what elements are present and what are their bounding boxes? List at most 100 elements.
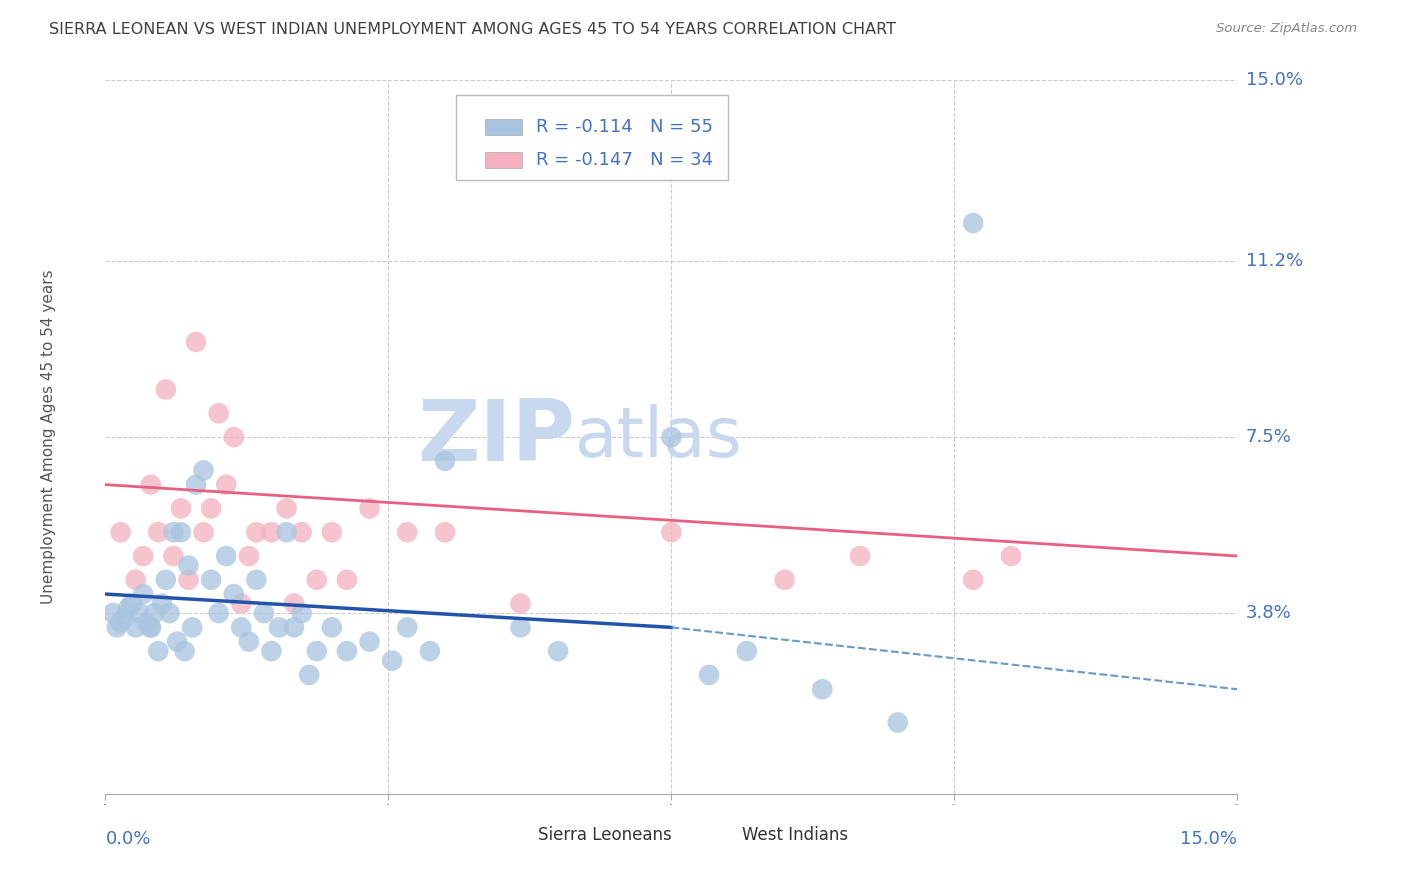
Point bbox=[159, 606, 181, 620]
Point bbox=[962, 573, 984, 587]
Point bbox=[260, 644, 283, 658]
Point bbox=[283, 597, 305, 611]
Point bbox=[215, 477, 238, 491]
Point bbox=[419, 644, 441, 658]
Point bbox=[215, 549, 238, 563]
Text: ZIP: ZIP bbox=[418, 395, 575, 479]
Point bbox=[105, 620, 128, 634]
Point bbox=[1000, 549, 1022, 563]
FancyBboxPatch shape bbox=[485, 119, 522, 135]
Point bbox=[811, 682, 834, 697]
Point bbox=[162, 549, 184, 563]
Point bbox=[253, 606, 276, 620]
Point bbox=[305, 644, 328, 658]
Text: Source: ZipAtlas.com: Source: ZipAtlas.com bbox=[1216, 22, 1357, 36]
Point bbox=[132, 587, 155, 601]
Point bbox=[200, 501, 222, 516]
Point bbox=[291, 606, 314, 620]
Point bbox=[849, 549, 872, 563]
Point bbox=[208, 606, 231, 620]
Text: R = -0.147   N = 34: R = -0.147 N = 34 bbox=[536, 152, 713, 169]
Point bbox=[177, 558, 200, 573]
Point bbox=[305, 573, 328, 587]
Point bbox=[148, 525, 170, 540]
Point bbox=[222, 587, 245, 601]
Point bbox=[136, 615, 159, 630]
Point bbox=[321, 525, 343, 540]
Point bbox=[184, 477, 207, 491]
Point bbox=[110, 615, 132, 630]
Text: West Indians: West Indians bbox=[741, 826, 848, 844]
Point bbox=[260, 525, 283, 540]
Point bbox=[321, 620, 343, 634]
Point bbox=[773, 573, 796, 587]
Point bbox=[291, 525, 314, 540]
Point bbox=[124, 573, 146, 587]
Point bbox=[193, 525, 215, 540]
Point bbox=[661, 430, 683, 444]
Point bbox=[139, 477, 162, 491]
Point bbox=[381, 654, 404, 668]
Text: 11.2%: 11.2% bbox=[1246, 252, 1303, 270]
Point bbox=[170, 525, 193, 540]
Point bbox=[267, 620, 290, 634]
Point bbox=[396, 620, 419, 634]
Point bbox=[155, 383, 177, 397]
FancyBboxPatch shape bbox=[457, 95, 728, 180]
Point bbox=[231, 620, 253, 634]
Point bbox=[396, 525, 419, 540]
Point bbox=[132, 549, 155, 563]
Point bbox=[155, 573, 177, 587]
Text: atlas: atlas bbox=[575, 403, 742, 471]
Point bbox=[509, 620, 531, 634]
FancyBboxPatch shape bbox=[485, 153, 522, 168]
Text: 15.0%: 15.0% bbox=[1180, 830, 1237, 847]
Point bbox=[170, 501, 193, 516]
Point bbox=[697, 668, 720, 682]
Point bbox=[184, 334, 207, 349]
Point bbox=[110, 525, 132, 540]
Point bbox=[143, 606, 166, 620]
Point bbox=[433, 454, 456, 468]
Point bbox=[124, 620, 146, 634]
Point bbox=[181, 620, 204, 634]
Point bbox=[222, 430, 245, 444]
Point bbox=[359, 634, 381, 648]
Text: R = -0.114   N = 55: R = -0.114 N = 55 bbox=[536, 118, 713, 136]
Point bbox=[231, 597, 253, 611]
Point bbox=[139, 620, 162, 634]
Point bbox=[245, 573, 267, 587]
Point bbox=[121, 597, 143, 611]
Point bbox=[150, 597, 173, 611]
Point bbox=[177, 573, 200, 587]
Point bbox=[200, 573, 222, 587]
Point bbox=[193, 463, 215, 477]
Point bbox=[735, 644, 758, 658]
Text: 7.5%: 7.5% bbox=[1246, 428, 1292, 446]
Point bbox=[148, 644, 170, 658]
Point bbox=[139, 620, 162, 634]
Point bbox=[336, 644, 359, 658]
Point bbox=[359, 501, 381, 516]
Point bbox=[509, 597, 531, 611]
Point bbox=[887, 715, 910, 730]
Point bbox=[238, 634, 260, 648]
Text: 15.0%: 15.0% bbox=[1246, 71, 1302, 89]
Point bbox=[547, 644, 569, 658]
Text: Sierra Leoneans: Sierra Leoneans bbox=[538, 826, 672, 844]
Point bbox=[336, 573, 359, 587]
Point bbox=[962, 216, 984, 230]
Point bbox=[245, 525, 267, 540]
Text: 0.0%: 0.0% bbox=[105, 830, 150, 847]
Text: SIERRA LEONEAN VS WEST INDIAN UNEMPLOYMENT AMONG AGES 45 TO 54 YEARS CORRELATION: SIERRA LEONEAN VS WEST INDIAN UNEMPLOYME… bbox=[49, 22, 896, 37]
FancyBboxPatch shape bbox=[491, 824, 526, 847]
Point bbox=[166, 634, 188, 648]
Point bbox=[283, 620, 305, 634]
Point bbox=[298, 668, 321, 682]
Point bbox=[208, 406, 231, 420]
Point bbox=[101, 606, 124, 620]
Point bbox=[276, 525, 298, 540]
Point bbox=[433, 525, 456, 540]
Text: Unemployment Among Ages 45 to 54 years: Unemployment Among Ages 45 to 54 years bbox=[41, 269, 56, 605]
Point bbox=[238, 549, 260, 563]
